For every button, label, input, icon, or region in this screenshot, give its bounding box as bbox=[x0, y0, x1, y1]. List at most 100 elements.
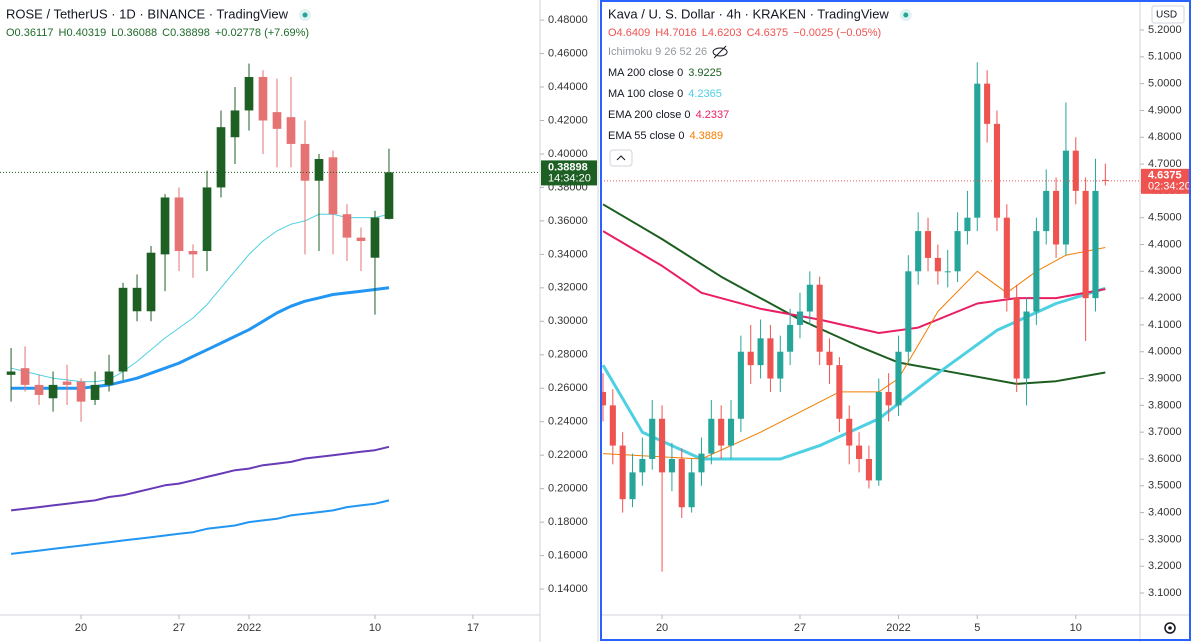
candle-body bbox=[619, 445, 626, 500]
settings-button[interactable] bbox=[1164, 622, 1176, 634]
y-tick-label: 3.3000 bbox=[1148, 533, 1182, 545]
candle-body bbox=[314, 158, 324, 181]
candle-body bbox=[787, 324, 794, 352]
candle-body bbox=[1053, 190, 1060, 245]
candle-body bbox=[915, 231, 922, 272]
ohlc-label: H0.40319 bbox=[59, 27, 107, 39]
candle-body bbox=[846, 418, 853, 446]
candle-body bbox=[300, 143, 310, 181]
y-tick-label: 4.5000 bbox=[1148, 212, 1182, 224]
indicator-line bbox=[602, 247, 1106, 460]
candle-body bbox=[1023, 311, 1030, 379]
candle-body bbox=[649, 418, 656, 459]
candle-body bbox=[1013, 298, 1020, 379]
y-tick-label: 4.4000 bbox=[1148, 238, 1182, 250]
countdown-label: 02:34:20 bbox=[1148, 181, 1191, 193]
y-tick-label: 4.2000 bbox=[1148, 292, 1182, 304]
y-tick-label: 0.36000 bbox=[548, 215, 588, 227]
y-tick-label: 3.4000 bbox=[1148, 506, 1182, 518]
candle-body bbox=[954, 231, 961, 272]
x-tick-label: 2022 bbox=[886, 622, 910, 634]
candle-body bbox=[328, 157, 338, 215]
y-tick-label: 0.26000 bbox=[548, 382, 588, 394]
gear-center[interactable] bbox=[1168, 626, 1172, 630]
y-tick-label: 0.18000 bbox=[548, 516, 588, 528]
candle-body bbox=[934, 257, 941, 272]
ohlc-label: H4.7016 bbox=[655, 27, 697, 39]
candle-body bbox=[1062, 150, 1069, 245]
legend-value: 4.3889 bbox=[689, 130, 723, 142]
candle-body bbox=[777, 351, 784, 379]
y-tick-label: 4.3000 bbox=[1148, 265, 1182, 277]
candle-body bbox=[875, 391, 882, 481]
plot-area bbox=[601, 62, 1140, 572]
x-tick-label: 20 bbox=[75, 622, 87, 634]
legend-value: 3.9225 bbox=[688, 67, 722, 79]
candle-body bbox=[895, 351, 902, 406]
y-tick-label: 0.32000 bbox=[548, 282, 588, 294]
y-tick-label: 0.34000 bbox=[548, 248, 588, 260]
hidden-icon-slash[interactable] bbox=[713, 45, 727, 59]
last-price-box bbox=[1141, 168, 1191, 194]
legend-name: EMA 200 close 0 bbox=[608, 109, 691, 121]
candle-body bbox=[1072, 150, 1079, 191]
collapse-button[interactable] bbox=[609, 149, 633, 167]
ohlc-label: +0.02778 (+7.69%) bbox=[215, 27, 309, 39]
ohlc-label: O4.6409 bbox=[608, 27, 650, 39]
active-panel-border bbox=[600, 0, 1191, 641]
y-tick-label: 3.8000 bbox=[1148, 399, 1182, 411]
x-tick-label: 27 bbox=[173, 622, 185, 634]
y-tick-label: 4.9000 bbox=[1148, 104, 1182, 116]
collapse-arrow[interactable] bbox=[616, 155, 626, 161]
indicator-line bbox=[602, 203, 1106, 385]
y-tick-label: 4.1000 bbox=[1148, 319, 1182, 331]
y-tick-label: 4.7000 bbox=[1148, 158, 1182, 170]
ohlc-label: O0.36117 bbox=[6, 27, 54, 39]
candle-body bbox=[188, 251, 198, 255]
plot-area bbox=[0, 63, 540, 555]
candle-body bbox=[865, 458, 872, 481]
candle-body bbox=[1033, 231, 1040, 312]
ohlc-label: L4.6203 bbox=[702, 27, 742, 39]
candle-body bbox=[698, 453, 705, 473]
candle-body bbox=[258, 76, 268, 121]
candle-body bbox=[216, 127, 226, 188]
market-status-dot-inner bbox=[903, 12, 909, 18]
y-tick-label: 0.46000 bbox=[548, 47, 588, 59]
y-tick-label: 3.2000 bbox=[1148, 560, 1182, 572]
currency-button[interactable] bbox=[1151, 5, 1185, 24]
candle-body bbox=[272, 112, 282, 129]
candle-body bbox=[230, 110, 240, 138]
candle-body bbox=[964, 217, 971, 232]
last-price-box bbox=[541, 160, 597, 186]
chart-title: ROSE / TetherUS · 1D · BINANCE · Trading… bbox=[6, 6, 289, 21]
indicator-line bbox=[10, 499, 390, 555]
candle-body bbox=[286, 117, 296, 144]
legend-value: 4.2365 bbox=[688, 88, 722, 100]
candle-body bbox=[944, 271, 951, 273]
ohlc-label: C4.6375 bbox=[747, 27, 789, 39]
candle-body bbox=[826, 351, 833, 366]
candle-body bbox=[659, 418, 666, 473]
candle-body bbox=[356, 237, 366, 241]
x-tick-label: 20 bbox=[656, 622, 668, 634]
candle-body bbox=[727, 418, 735, 446]
x-tick-label: 5 bbox=[974, 622, 980, 634]
candle-body bbox=[747, 351, 754, 366]
candle-body bbox=[757, 338, 764, 366]
currency-label[interactable]: USD bbox=[1156, 10, 1177, 21]
candle-body bbox=[609, 405, 616, 446]
y-tick-label: 0.40000 bbox=[548, 148, 588, 160]
candle-body bbox=[1082, 190, 1089, 299]
y-tick-label: 4.8000 bbox=[1148, 131, 1182, 143]
candle-body bbox=[836, 365, 843, 419]
candle-body bbox=[984, 83, 991, 124]
candle-body bbox=[678, 458, 685, 508]
hidden-icon[interactable] bbox=[712, 47, 728, 57]
candle-body bbox=[132, 287, 142, 312]
candle-body bbox=[885, 391, 892, 406]
candle-body bbox=[737, 351, 744, 419]
candle-body bbox=[767, 338, 774, 379]
x-tick-label: 27 bbox=[794, 622, 806, 634]
gear-icon[interactable] bbox=[1164, 622, 1176, 634]
